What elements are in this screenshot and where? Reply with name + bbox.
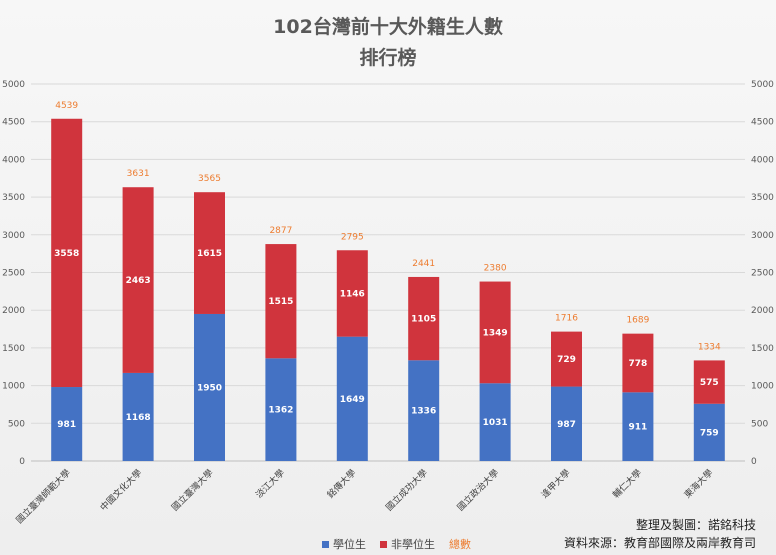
data-label-nondegree: 778 bbox=[629, 359, 648, 369]
y-tick-label-left: 1500 bbox=[2, 344, 25, 354]
y-tick-label-right: 3000 bbox=[751, 231, 774, 241]
data-label-nondegree: 1349 bbox=[483, 328, 508, 338]
x-tick-label: 輔仁大學 bbox=[610, 467, 644, 501]
bar-degree bbox=[551, 386, 582, 461]
y-tick-label-right: 2000 bbox=[751, 306, 774, 316]
y-tick-label-right: 4000 bbox=[751, 155, 774, 165]
y-tick-label-left: 2000 bbox=[2, 306, 25, 316]
bar-nondegree bbox=[265, 244, 297, 359]
y-tick-label-left: 2500 bbox=[2, 269, 25, 279]
bar-degree bbox=[122, 372, 154, 461]
y-tick-label-left: 4500 bbox=[2, 118, 25, 128]
y-tick-label-right: 500 bbox=[751, 419, 768, 429]
x-tick-label: 銘傳大學 bbox=[324, 467, 358, 501]
data-label-nondegree: 2463 bbox=[126, 276, 151, 286]
data-label-total: 3565 bbox=[198, 174, 221, 184]
data-label-degree: 981 bbox=[57, 420, 76, 430]
x-tick-label: 東海大學 bbox=[681, 467, 715, 501]
y-tick-label-left: 3500 bbox=[2, 193, 25, 203]
data-label-degree: 1950 bbox=[197, 383, 222, 393]
data-label-nondegree: 575 bbox=[700, 378, 719, 388]
chart-title: 102台灣前十大外籍生人數 bbox=[273, 16, 503, 38]
y-tick-label-right: 3500 bbox=[751, 193, 774, 203]
legend-swatch-nondegree bbox=[380, 540, 387, 548]
data-label-degree: 759 bbox=[700, 428, 719, 438]
y-tick-label-left: 500 bbox=[8, 419, 25, 429]
bar-degree bbox=[51, 387, 83, 461]
bar-nondegree bbox=[551, 331, 582, 387]
bar-nondegree bbox=[336, 250, 368, 337]
data-label-degree: 1649 bbox=[340, 395, 365, 405]
bar-nondegree bbox=[51, 118, 83, 388]
data-label-degree: 987 bbox=[557, 420, 576, 430]
data-label-total: 4539 bbox=[55, 101, 78, 111]
data-label-total: 1689 bbox=[626, 316, 649, 326]
y-tick-label-left: 1000 bbox=[2, 382, 25, 392]
legend-label-degree: 學位生 bbox=[333, 538, 366, 551]
bar-nondegree bbox=[408, 276, 440, 361]
legend-item-total: 總數 bbox=[449, 536, 471, 552]
data-label-total: 2441 bbox=[412, 259, 435, 269]
data-label-total: 2795 bbox=[341, 232, 364, 242]
legend: 學位生 非學位生 總數 bbox=[322, 536, 471, 552]
data-label-nondegree: 729 bbox=[557, 355, 576, 365]
y-tick-label-left: 5000 bbox=[2, 80, 25, 90]
bar-nondegree bbox=[122, 187, 154, 373]
x-tick-label: 逢甲大學 bbox=[539, 467, 573, 501]
data-label-degree: 911 bbox=[629, 423, 648, 433]
y-tick-label-right: 2500 bbox=[751, 269, 774, 279]
y-tick-label-right: 1500 bbox=[751, 344, 774, 354]
credit-source: 資料來源：教育部國際及兩岸教育司 bbox=[563, 536, 756, 550]
y-tick-label-left: 4000 bbox=[2, 155, 25, 165]
bar-nondegree bbox=[479, 281, 511, 384]
x-tick-label: 國立臺灣大學 bbox=[169, 467, 216, 514]
bar-nondegree bbox=[194, 192, 225, 314]
x-tick-label: 國立政治大學 bbox=[455, 467, 502, 514]
data-label-degree: 1168 bbox=[126, 413, 151, 423]
x-tick-label: 國立成功大學 bbox=[383, 467, 430, 514]
legend-item-nondegree: 非學位生 bbox=[380, 536, 435, 552]
credit-compiler: 整理及製圖：諾銘科技 bbox=[635, 518, 756, 532]
data-label-nondegree: 1105 bbox=[411, 315, 436, 325]
bar-degree bbox=[408, 360, 440, 461]
chart-subtitle: 排行榜 bbox=[359, 47, 417, 69]
data-label-nondegree: 3558 bbox=[54, 249, 79, 259]
y-tick-label-left: 0 bbox=[19, 457, 25, 467]
bar-nondegree bbox=[622, 333, 654, 393]
bar-degree bbox=[336, 336, 368, 461]
y-tick-label-right: 1000 bbox=[751, 382, 774, 392]
legend-swatch-degree bbox=[322, 540, 329, 548]
bar-degree bbox=[693, 403, 725, 461]
data-label-total: 2380 bbox=[484, 264, 507, 274]
legend-label-nondegree: 非學位生 bbox=[391, 538, 435, 551]
y-tick-label-right: 4500 bbox=[751, 118, 774, 128]
data-label-degree: 1336 bbox=[411, 407, 436, 417]
x-tick-label: 國立臺灣師範大學 bbox=[13, 467, 72, 526]
data-label-total: 1716 bbox=[555, 314, 578, 324]
bar-nondegree bbox=[693, 360, 725, 404]
y-tick-label-left: 3000 bbox=[2, 231, 25, 241]
x-tick-label: 淡江大學 bbox=[253, 467, 287, 501]
data-label-nondegree: 1615 bbox=[197, 249, 222, 259]
bar-degree bbox=[194, 313, 225, 461]
data-label-total: 1334 bbox=[698, 342, 721, 352]
data-label-nondegree: 1146 bbox=[340, 289, 365, 299]
data-label-degree: 1031 bbox=[483, 418, 508, 428]
data-label-total: 3631 bbox=[127, 169, 150, 179]
y-tick-label-right: 5000 bbox=[751, 80, 774, 90]
x-tick-label: 中國文化大學 bbox=[98, 467, 145, 514]
data-label-nondegree: 1515 bbox=[268, 297, 293, 307]
bar-degree bbox=[479, 383, 511, 461]
data-label-total: 2877 bbox=[269, 226, 292, 236]
bar-degree bbox=[265, 358, 297, 461]
legend-label-total: 總數 bbox=[449, 538, 471, 551]
bar-degree bbox=[622, 392, 654, 461]
data-label-degree: 1362 bbox=[268, 406, 293, 416]
y-tick-label-right: 0 bbox=[751, 457, 757, 467]
legend-item-degree: 學位生 bbox=[322, 536, 366, 552]
